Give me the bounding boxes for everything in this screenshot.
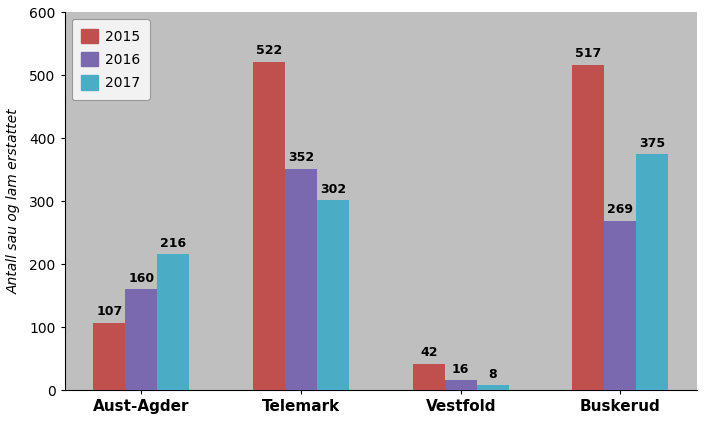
Text: 302: 302 bbox=[320, 183, 346, 196]
Text: 269: 269 bbox=[608, 203, 634, 216]
Text: 352: 352 bbox=[288, 151, 314, 164]
Bar bbox=[157, 254, 189, 390]
Bar bbox=[413, 364, 445, 390]
Text: 42: 42 bbox=[420, 346, 437, 359]
Text: 160: 160 bbox=[128, 272, 154, 285]
Y-axis label: Antall sau og lam erstattet: Antall sau og lam erstattet bbox=[7, 109, 21, 294]
Text: 8: 8 bbox=[489, 368, 497, 381]
Bar bbox=[125, 289, 157, 390]
Text: 216: 216 bbox=[161, 237, 187, 250]
Bar bbox=[636, 154, 668, 390]
Text: 517: 517 bbox=[575, 47, 602, 60]
Text: 375: 375 bbox=[639, 137, 665, 149]
Text: 522: 522 bbox=[256, 44, 282, 57]
Bar bbox=[285, 168, 317, 390]
Bar bbox=[94, 322, 125, 390]
Bar bbox=[253, 61, 285, 390]
Bar bbox=[605, 221, 636, 390]
Bar bbox=[445, 380, 477, 390]
Bar bbox=[317, 200, 349, 390]
Bar bbox=[572, 65, 605, 390]
Bar bbox=[477, 385, 508, 390]
Legend: 2015, 2016, 2017: 2015, 2016, 2017 bbox=[72, 19, 150, 100]
Text: 16: 16 bbox=[452, 362, 470, 376]
Text: 107: 107 bbox=[96, 305, 122, 318]
